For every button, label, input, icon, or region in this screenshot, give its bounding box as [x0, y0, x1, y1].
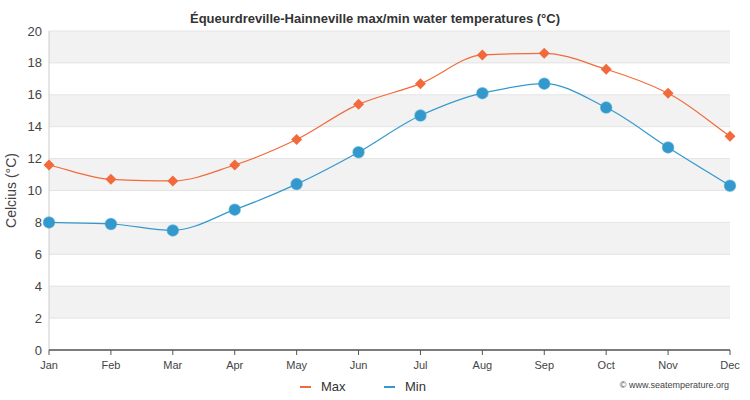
x-tick [234, 350, 235, 355]
marker [663, 142, 674, 153]
marker [539, 78, 550, 89]
marker [105, 218, 116, 229]
grid-line [49, 318, 730, 319]
marker [663, 88, 674, 99]
x-tick-label: Dec [720, 359, 740, 371]
legend-label: Max [321, 379, 346, 394]
marker [415, 110, 426, 121]
legend: Max Min [300, 379, 426, 394]
x-tick [49, 350, 50, 355]
marker [44, 217, 55, 228]
marker [477, 49, 488, 60]
x-tick-label: Jul [413, 359, 427, 371]
x-tick-label: Jun [350, 359, 368, 371]
x-tick [172, 350, 173, 355]
series-line [49, 84, 730, 231]
grid-band [49, 159, 730, 191]
grid-line [49, 254, 730, 255]
x-tick-label: Aug [473, 359, 493, 371]
marker [601, 64, 612, 75]
marker [539, 48, 550, 59]
marker [291, 179, 302, 190]
grid-line [49, 31, 730, 32]
legend-key [384, 386, 395, 388]
x-tick [544, 350, 545, 355]
marker [353, 99, 364, 110]
grid-line [49, 158, 730, 159]
marker [725, 180, 736, 191]
x-tick-label: Feb [101, 359, 120, 371]
marker [229, 204, 240, 215]
x-tick-label: Jan [40, 359, 58, 371]
y-tick-label: 18 [28, 55, 42, 70]
source-note: © www.seatemperature.org [620, 380, 729, 390]
marker [44, 159, 55, 170]
marker [105, 174, 116, 185]
x-tick [358, 350, 359, 355]
x-tick [730, 350, 731, 355]
legend-key [300, 386, 311, 388]
legend-label: Min [405, 379, 426, 394]
y-tick-label: 20 [28, 24, 42, 39]
grid-line [49, 286, 730, 287]
grid [49, 31, 730, 350]
y-axis [49, 31, 50, 350]
marker [477, 88, 488, 99]
grid-line [49, 126, 730, 127]
x-tick-label: Oct [598, 359, 615, 371]
marker [601, 102, 612, 113]
grid-band [49, 95, 730, 127]
marker [353, 147, 364, 158]
y-tick-label: 4 [35, 279, 42, 294]
marker [229, 159, 240, 170]
x-tick-label: Nov [658, 359, 678, 371]
grid-band [49, 31, 730, 63]
grid-line [49, 94, 730, 95]
x-tick-label: Sep [534, 359, 554, 371]
y-tick-label: 14 [28, 119, 42, 134]
grid-line [49, 222, 730, 223]
grid-line [49, 350, 730, 351]
chart-container: 0 2 4 6 8 10 12 14 16 18 20 Jan Feb Mar Apr May Jun Jul Au… [0, 0, 750, 400]
title: Équeurdreville-Hainneville max/min water… [190, 11, 560, 26]
x-tick [110, 350, 111, 355]
x-tick-label: Mar [163, 359, 182, 371]
grid-band [49, 286, 730, 318]
grid-line [49, 62, 730, 63]
grid-line [49, 190, 730, 191]
x-tick-label: Apr [226, 359, 243, 371]
marker [167, 175, 178, 186]
y-axis-label: Celcius (°C) [3, 153, 19, 228]
y-tick-label: 6 [35, 247, 42, 262]
y-tick-label: 2 [35, 311, 42, 326]
x-tick [606, 350, 607, 355]
y-tick-label: 12 [28, 151, 42, 166]
marker [167, 225, 178, 236]
y-tick-label: 16 [28, 87, 42, 102]
y-tick-label: 10 [28, 183, 42, 198]
marker [415, 78, 426, 89]
marker [725, 131, 736, 142]
x-tick [420, 350, 421, 355]
x-tick [482, 350, 483, 355]
y-tick-label: 8 [35, 215, 42, 230]
x-tick-label: May [286, 359, 307, 371]
marker [291, 134, 302, 145]
x-tick [296, 350, 297, 355]
x-tick [668, 350, 669, 355]
x-axis [49, 349, 730, 351]
chart-svg: 0 2 4 6 8 10 12 14 16 18 20 Jan Feb Mar Apr May Jun Jul Au… [0, 0, 750, 400]
y-tick-label: 0 [35, 343, 42, 358]
plot-area [44, 48, 736, 236]
series-line [49, 53, 730, 181]
grid-band [49, 222, 730, 254]
